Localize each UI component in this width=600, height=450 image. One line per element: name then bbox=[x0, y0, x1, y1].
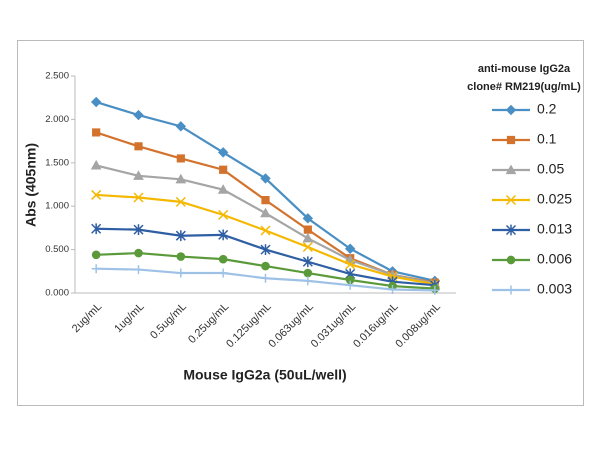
data-point bbox=[176, 154, 185, 163]
data-point bbox=[133, 224, 144, 236]
chart-border bbox=[17, 40, 584, 406]
data-point bbox=[176, 252, 186, 261]
data-point bbox=[91, 250, 101, 260]
legend-label: 0.2 bbox=[537, 101, 557, 117]
x-axis-title: Mouse IgG2a (50uL/well) bbox=[183, 367, 346, 383]
legend-label: 0.05 bbox=[537, 161, 564, 177]
legend-title: clone# RM219(ug/mL) bbox=[467, 81, 581, 93]
data-point bbox=[175, 196, 186, 207]
x-tick-label: 0.008ug/mL bbox=[393, 301, 443, 351]
legend-title: anti-mouse IgG2a bbox=[478, 63, 571, 75]
data-point bbox=[217, 184, 229, 194]
data-point bbox=[133, 170, 144, 180]
legend-label: 0.006 bbox=[537, 251, 572, 267]
y-axis-title: Abs (405nm) bbox=[23, 143, 39, 227]
data-point bbox=[260, 173, 271, 184]
legend-marker bbox=[505, 194, 517, 206]
legend-label: 0.1 bbox=[537, 131, 557, 147]
data-point bbox=[344, 243, 356, 254]
legend-marker bbox=[506, 135, 516, 145]
x-tick-label: 2ug/mL bbox=[70, 301, 104, 335]
data-point bbox=[134, 265, 143, 275]
y-tick-label: 1.000 bbox=[45, 201, 69, 212]
x-tick-label: 1ug/mL bbox=[112, 301, 146, 335]
data-point bbox=[260, 225, 271, 236]
data-point bbox=[176, 268, 186, 278]
data-point bbox=[175, 173, 187, 184]
data-point bbox=[218, 254, 228, 264]
legend-marker bbox=[506, 285, 516, 295]
data-point bbox=[134, 142, 143, 151]
data-point bbox=[133, 192, 144, 203]
data-point bbox=[133, 109, 144, 121]
data-point bbox=[175, 121, 187, 132]
data-point bbox=[90, 159, 102, 170]
data-point bbox=[91, 189, 102, 200]
data-point bbox=[218, 209, 229, 220]
data-point bbox=[91, 223, 102, 235]
y-tick-label: 2.500 bbox=[45, 71, 69, 82]
data-point bbox=[388, 285, 397, 295]
data-point bbox=[430, 285, 440, 295]
legend-label: 0.013 bbox=[537, 221, 572, 237]
data-point bbox=[260, 207, 271, 218]
data-point bbox=[90, 96, 102, 108]
legend-marker bbox=[506, 255, 516, 265]
x-tick-label: 0.25ug/mL bbox=[186, 301, 231, 346]
data-point bbox=[134, 248, 143, 258]
data-point bbox=[345, 280, 355, 290]
data-point bbox=[345, 275, 355, 285]
data-point bbox=[175, 230, 186, 242]
legend-marker bbox=[505, 224, 517, 236]
data-point bbox=[261, 261, 270, 271]
data-point bbox=[303, 225, 312, 234]
legend-label: 0.003 bbox=[537, 281, 572, 297]
data-point bbox=[302, 241, 313, 253]
legend-marker bbox=[505, 164, 517, 175]
data-point bbox=[92, 128, 101, 137]
data-point bbox=[261, 273, 270, 283]
data-point bbox=[261, 196, 270, 205]
data-point bbox=[345, 259, 356, 270]
data-point bbox=[302, 256, 313, 268]
x-tick-label: 0.5ug/mL bbox=[148, 301, 189, 342]
series-line bbox=[95, 131, 436, 284]
data-point bbox=[218, 229, 229, 241]
y-tick-label: 0.500 bbox=[45, 244, 69, 255]
data-point bbox=[302, 232, 314, 243]
legend-marker bbox=[505, 104, 517, 116]
legend-label: 0.025 bbox=[537, 191, 572, 207]
data-point bbox=[91, 264, 101, 274]
y-tick-label: 0.000 bbox=[45, 288, 69, 299]
y-tick-label: 2.000 bbox=[45, 114, 69, 125]
data-point bbox=[303, 268, 313, 278]
data-point bbox=[260, 244, 271, 255]
data-point bbox=[218, 268, 228, 278]
data-point bbox=[219, 165, 228, 174]
data-point bbox=[303, 276, 313, 286]
data-point bbox=[302, 213, 314, 224]
data-point bbox=[217, 147, 229, 158]
y-tick-label: 1.500 bbox=[45, 157, 69, 168]
